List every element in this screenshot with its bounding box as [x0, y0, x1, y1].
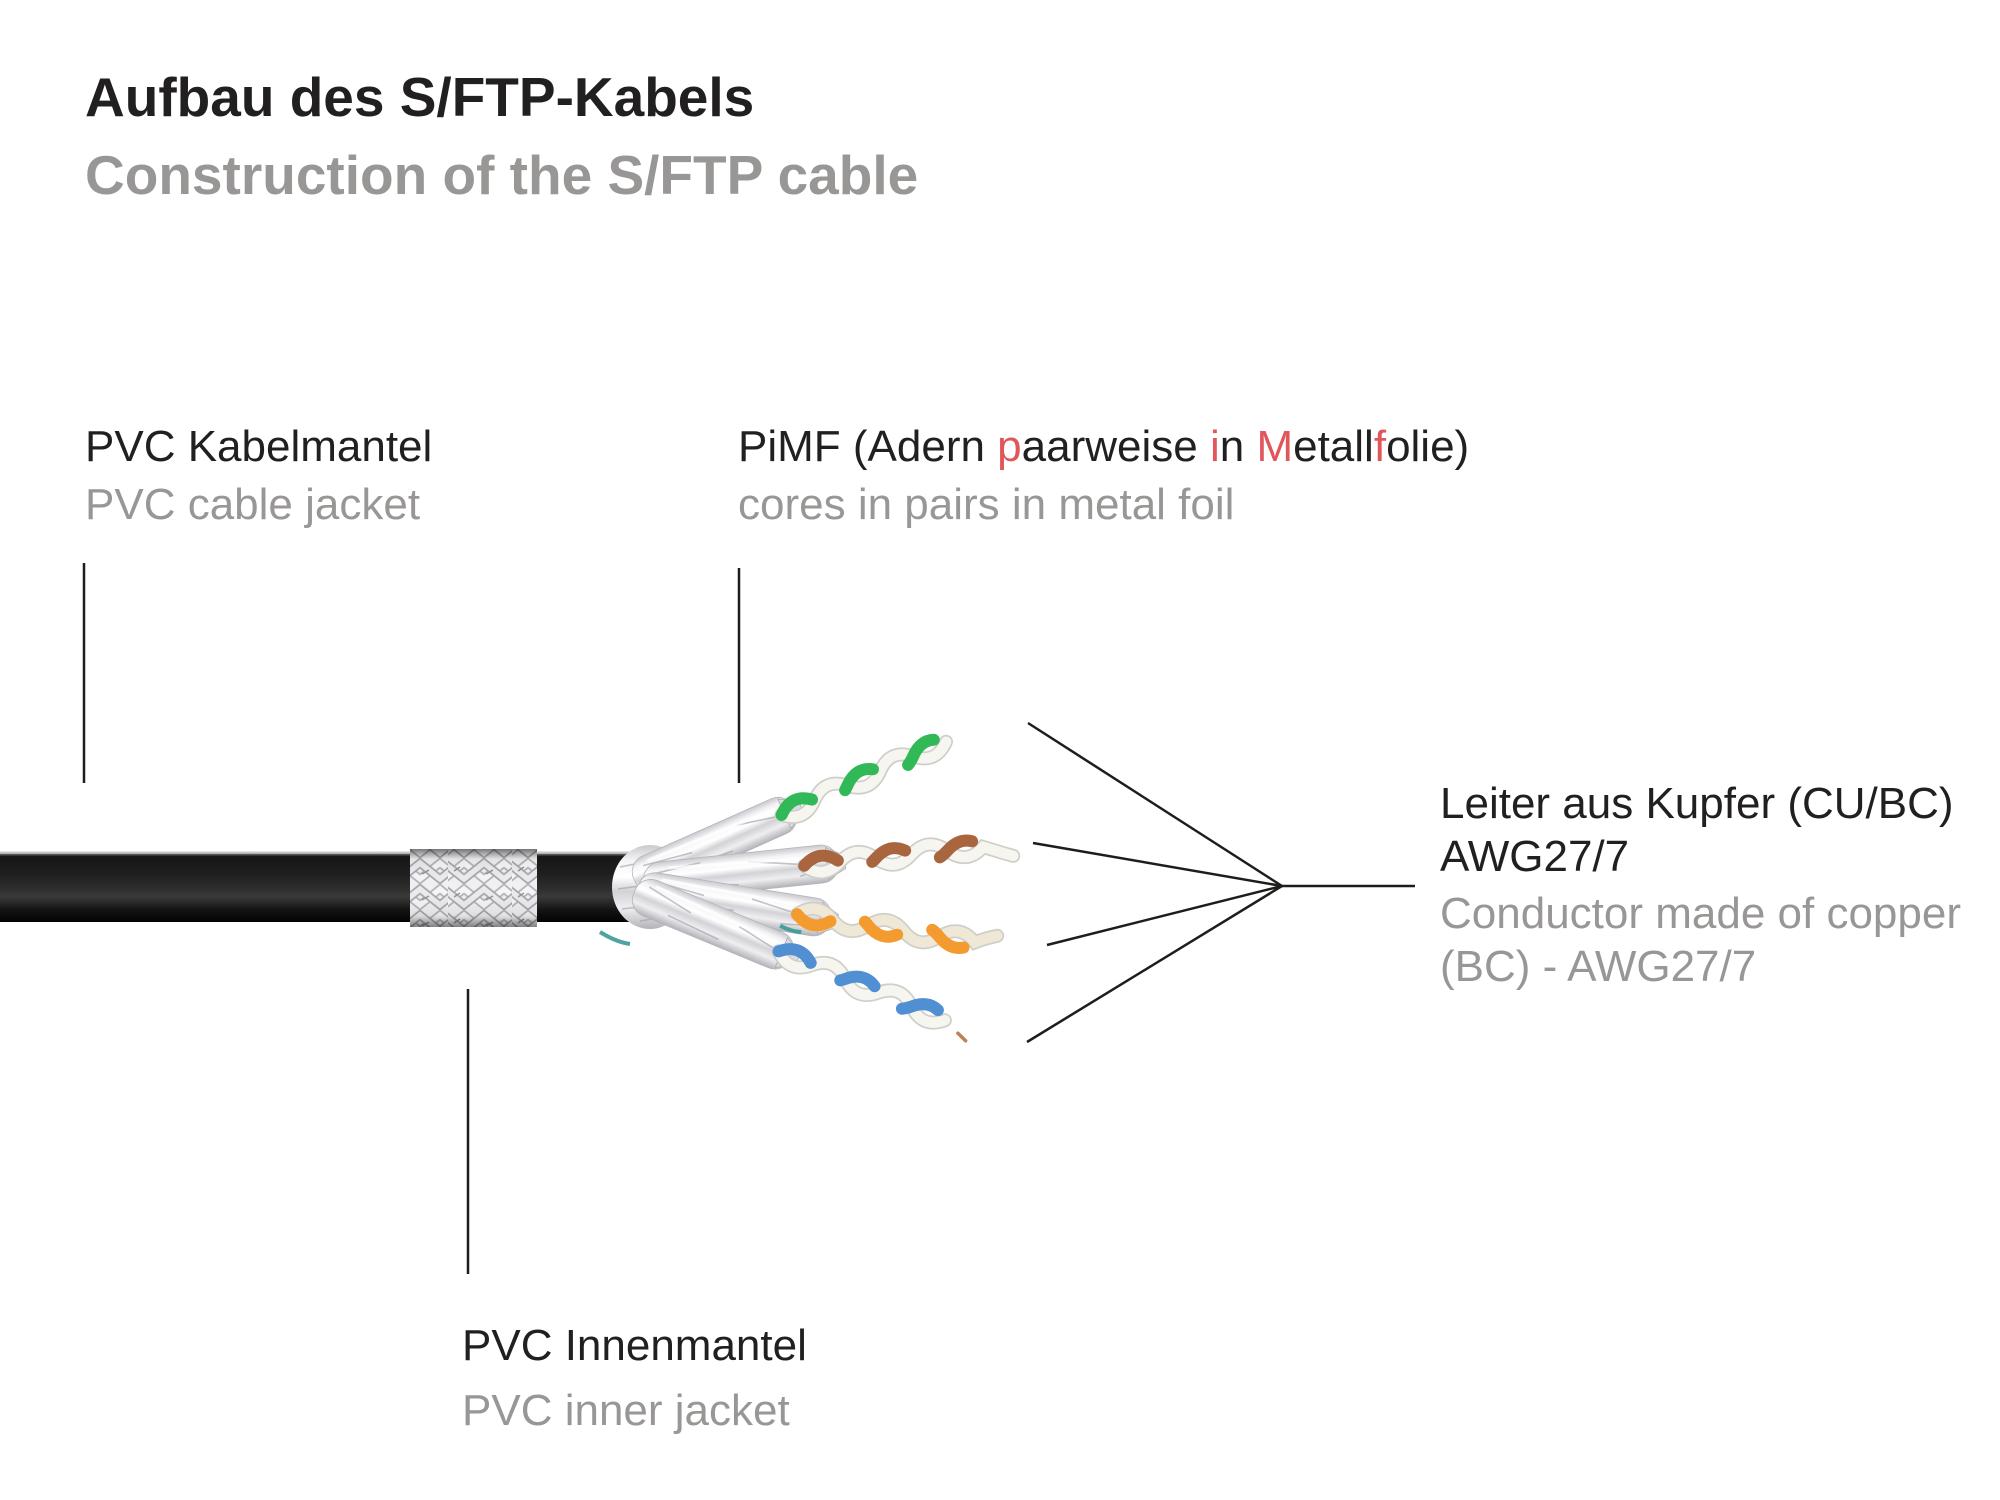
label-conductor-en: Conductor made of copper (BC) - AWG27/7: [1440, 887, 1961, 993]
label-inner-jacket: PVC Innenmantel PVC inner jacket: [462, 1319, 807, 1437]
leader-lines-conductor: [1026, 721, 1415, 1044]
title-block: Aufbau des S/FTP-Kabels Construction of …: [85, 64, 918, 208]
label-cable-jacket-de: PVC Kabelmantel: [85, 422, 433, 471]
label-pimf-en: cores in pairs in metal foil: [738, 480, 1235, 529]
label-cable-jacket: PVC Kabelmantel PVC cable jacket: [85, 420, 432, 531]
label-conductor: Leiter aus Kupfer (CU/BC) AWG27/7 Conduc…: [1440, 777, 1961, 993]
pair-blue-wires: [771, 943, 968, 1043]
label-cable-jacket-en: PVC cable jacket: [85, 480, 421, 529]
pair-orange-wires: [790, 901, 1005, 965]
label-pimf-de: PiMF (Adern paarweise in Metallfolie): [738, 422, 1470, 471]
page-title: Aufbau des S/FTP-Kabels: [85, 66, 755, 128]
pair-brown-wires: [797, 834, 1021, 880]
copper-conductor-tip: [956, 1031, 968, 1043]
label-conductor-en-line2: (BC) - AWG27/7: [1440, 942, 1757, 991]
pair-orange: [637, 872, 1005, 965]
label-conductor-en-line1: Conductor made of copper: [1440, 889, 1961, 938]
foil-teal-sliver: [598, 930, 631, 946]
cable-outer-jacket: [0, 851, 412, 922]
pair-green-wires: [774, 718, 965, 824]
pair-blue: [631, 878, 968, 1043]
label-conductor-de-line2: AWG27/7: [1440, 832, 1630, 881]
label-conductor-de-line1: Leiter aus Kupfer (CU/BC): [1440, 779, 1954, 828]
label-inner-jacket-de: PVC Innenmantel: [462, 1321, 807, 1370]
label-inner-jacket-en: PVC inner jacket: [462, 1386, 790, 1435]
label-pimf: PiMF (Adern paarweise in Metallfolie) co…: [738, 420, 1469, 531]
page-subtitle: Construction of the S/FTP cable: [85, 144, 919, 206]
braid-shield: [410, 849, 537, 927]
